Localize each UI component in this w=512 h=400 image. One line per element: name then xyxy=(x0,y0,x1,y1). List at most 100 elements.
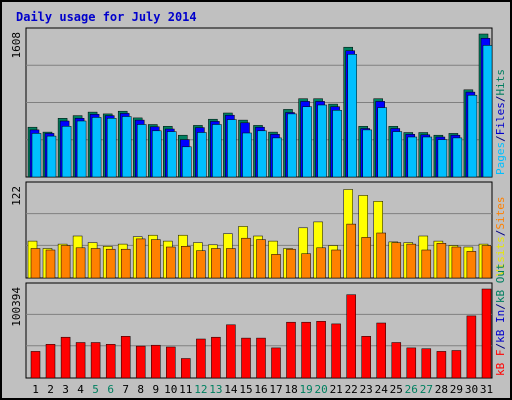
x-tick-label: 28 xyxy=(435,383,448,396)
bar-pages xyxy=(257,130,267,178)
bar-pages xyxy=(152,130,162,178)
x-tick-label: 20 xyxy=(314,383,327,396)
bar-kb-f xyxy=(151,344,161,379)
bar-sites xyxy=(406,243,417,279)
bar-sites xyxy=(271,254,281,279)
legend-entry: / xyxy=(494,343,507,350)
bar-sites xyxy=(135,238,146,279)
bar-sites xyxy=(286,248,296,279)
x-tick-label: 30 xyxy=(465,383,478,396)
bar-kb-f xyxy=(301,321,311,379)
bar-sites xyxy=(151,239,161,279)
bar-kb-f xyxy=(60,336,71,379)
bar-kb-f xyxy=(451,350,462,379)
bar-sites xyxy=(90,248,101,279)
y-max-label: 122 xyxy=(10,186,23,206)
x-tick-label: 17 xyxy=(269,383,282,396)
bar-pages xyxy=(467,94,478,178)
bar-pages xyxy=(197,132,207,178)
bar-sites xyxy=(120,248,131,279)
bar-pages xyxy=(287,113,297,178)
bar-pages xyxy=(377,107,387,178)
x-tick-label: 19 xyxy=(299,383,312,396)
x-tick-label: 9 xyxy=(152,383,159,396)
x-tick-label: 22 xyxy=(345,383,358,396)
bar-sites xyxy=(256,239,266,279)
legend-entry: Visits xyxy=(494,236,507,276)
bar-sites xyxy=(301,253,311,279)
bar-kb-f xyxy=(75,342,86,379)
legend-entry: Files xyxy=(494,102,507,135)
bar-sites xyxy=(466,251,477,279)
legend-entry: kB Out xyxy=(494,263,507,303)
bar-sites xyxy=(211,248,221,279)
x-tick-label: 16 xyxy=(254,383,267,396)
panel-2: 122 Visits/Sites xyxy=(10,181,507,279)
bar-sites xyxy=(30,248,41,279)
legend-label: Visits/Sites xyxy=(494,197,507,277)
bar-kb-f xyxy=(181,358,191,379)
bar-pages xyxy=(91,117,102,178)
bar-pages xyxy=(422,136,433,178)
legend-label: Pages/Files/Hits xyxy=(494,69,507,175)
x-tick-label: 11 xyxy=(179,383,192,396)
legend-entry: / xyxy=(494,135,507,142)
bar-pages xyxy=(136,124,147,178)
bar-pages xyxy=(76,120,87,178)
bar-pages xyxy=(46,135,57,178)
bar-sites xyxy=(436,243,447,279)
bar-kb-f xyxy=(211,336,221,379)
bar-pages xyxy=(272,137,282,178)
x-tick-label: 5 xyxy=(92,383,99,396)
bar-sites xyxy=(331,249,341,279)
legend-entry: / xyxy=(494,303,507,310)
bar-sites xyxy=(421,249,432,279)
x-tick-label: 14 xyxy=(224,383,238,396)
x-tick-label: 29 xyxy=(450,383,463,396)
bar-kb-f xyxy=(166,346,176,379)
legend-entry: kB In xyxy=(494,310,507,343)
x-tick-label: 23 xyxy=(360,383,373,396)
bar-kb-f xyxy=(361,336,371,379)
legend-entry: / xyxy=(494,230,507,237)
legend-entry: / xyxy=(494,96,507,103)
bar-pages xyxy=(242,132,252,178)
bar-kb-f xyxy=(406,347,417,379)
bar-pages xyxy=(332,110,342,178)
bar-sites xyxy=(226,248,236,279)
bar-pages xyxy=(106,118,117,178)
bar-sites xyxy=(451,246,462,279)
bar-sites xyxy=(241,237,251,279)
bar-pages xyxy=(212,124,222,178)
bar-kb-f xyxy=(241,337,251,379)
x-tick-label: 13 xyxy=(209,383,222,396)
legend-entry: Pages xyxy=(494,142,507,175)
legend-label: kB F/kB In/kB Out xyxy=(494,263,507,376)
bar-pages xyxy=(31,133,42,178)
x-tick-label: 10 xyxy=(164,383,177,396)
x-tick-label: 26 xyxy=(405,383,418,396)
bar-kb-f xyxy=(286,321,296,379)
y-max-label: 1608 xyxy=(10,32,23,59)
bar-sites xyxy=(481,245,492,279)
x-tick-label: 27 xyxy=(420,383,433,396)
bar-kb-f xyxy=(226,324,236,379)
bar-kb-f xyxy=(316,321,326,379)
bar-pages xyxy=(167,131,177,178)
x-tick-label: 2 xyxy=(47,383,54,396)
bar-pages xyxy=(407,136,418,178)
x-tick-label: 3 xyxy=(62,383,69,396)
bar-kb-f xyxy=(271,347,281,379)
x-tick-label: 4 xyxy=(77,383,84,396)
x-tick-label: 25 xyxy=(390,383,403,396)
x-tick-label: 18 xyxy=(284,383,297,396)
bar-kb-f xyxy=(135,345,146,379)
legend-entry: Hits xyxy=(494,69,507,96)
bar-kb-f xyxy=(45,344,56,379)
bar-sites xyxy=(45,249,56,279)
bar-sites xyxy=(181,246,191,279)
bar-pages xyxy=(302,106,312,178)
